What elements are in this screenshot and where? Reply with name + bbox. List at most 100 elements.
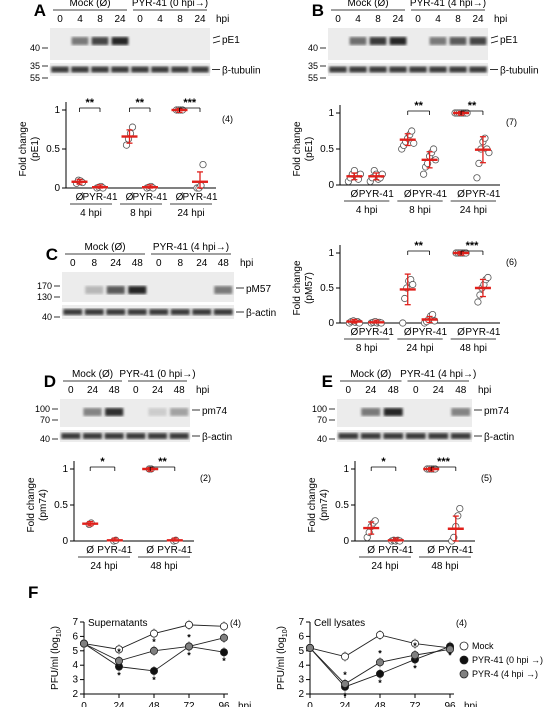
- lane-label: 48: [132, 258, 144, 269]
- loading-band: [429, 66, 447, 73]
- data-point: [410, 139, 418, 147]
- legend-label: PYR-4 (4 hpi →): [472, 669, 538, 679]
- mw-marker: 35: [30, 61, 40, 71]
- hpi-label: hpi: [196, 385, 209, 396]
- x-label-zero: Ø: [367, 545, 375, 556]
- x-axis-title: hpi: [464, 701, 477, 707]
- mw-marker: 70: [40, 415, 50, 425]
- loading-band: [349, 66, 367, 73]
- group-label: 8 hpi: [409, 205, 431, 216]
- y-title-line2: (pM57): [304, 272, 315, 304]
- sig-star: *: [117, 671, 121, 681]
- mw-marker: 35: [308, 61, 318, 71]
- x-label-pyr: PYR-41: [412, 327, 447, 338]
- loading-band: [338, 433, 359, 439]
- loading-band: [151, 66, 169, 73]
- series-point: [149, 629, 158, 638]
- hpi-label: hpi: [494, 14, 507, 25]
- mw-marker: 55: [30, 73, 40, 83]
- mw-marker: 55: [308, 73, 318, 83]
- x-label-pyr: PYR-41: [97, 545, 132, 556]
- mock-header: Mock (Ø): [72, 369, 113, 380]
- band: [106, 286, 125, 294]
- lane-label: 8: [177, 14, 183, 25]
- legend-marker: [459, 669, 469, 679]
- blot-panelA: A Mock (Ø) PYR-41 (0 hpi→)0 4 8 24 0 4 8 24 hpi403…: [30, 0, 261, 83]
- x-label-zero: Ø: [76, 192, 84, 203]
- y-tick-label: 0: [343, 536, 349, 547]
- y-tick-label: 0.5: [54, 500, 68, 511]
- panel-letter: E: [322, 372, 333, 391]
- y-tick-label: 0.5: [335, 500, 349, 511]
- lane-label: 48: [218, 258, 230, 269]
- loading-band: [469, 66, 487, 73]
- sig-star: *: [378, 678, 382, 688]
- loading-band: [383, 433, 404, 439]
- loading-band: [82, 433, 103, 439]
- loading-band: [63, 309, 83, 315]
- lane-label: 24: [196, 258, 208, 269]
- x-label-zero: Ø: [457, 189, 465, 200]
- lane-label: 24: [433, 385, 445, 396]
- loading-band: [450, 433, 471, 439]
- loading-membrane: [328, 63, 488, 76]
- x-tick-label: 48: [374, 701, 386, 707]
- x-label-pyr: PYR-41: [82, 192, 117, 203]
- x-label-pyr: PYR-41: [465, 189, 500, 200]
- lane-label: 0: [335, 14, 341, 25]
- sig-star: *: [413, 663, 417, 673]
- y-title-sub: 10: [56, 629, 63, 637]
- sig-star-gray: *: [152, 637, 156, 647]
- x-label-zero: Ø: [86, 545, 94, 556]
- arrow: [490, 35, 499, 39]
- x-label-zero: Ø: [351, 189, 359, 200]
- loading-band: [106, 309, 126, 315]
- y-tick-label: 1: [343, 464, 349, 475]
- panel-letter: C: [46, 245, 58, 264]
- y-title-sub: 10: [282, 629, 289, 637]
- loading-band: [191, 66, 209, 73]
- y-title-line1: Fold change: [292, 260, 303, 315]
- sig-label: ***: [183, 97, 197, 109]
- lane-label: 0: [415, 14, 421, 25]
- y-tick-label: 1: [54, 105, 60, 116]
- data-point: [371, 517, 379, 525]
- band: [349, 37, 367, 45]
- arrow: [212, 35, 221, 39]
- band-label: pE1: [500, 35, 518, 46]
- loading-band: [91, 66, 109, 73]
- mw-marker: 40: [317, 434, 327, 444]
- lane-label: 0: [70, 258, 76, 269]
- mw-marker: 40: [42, 312, 52, 322]
- band: [449, 37, 467, 45]
- lane-label: 24: [152, 385, 164, 396]
- data-point: [401, 294, 409, 303]
- chart-title: Supernatants: [88, 618, 148, 629]
- x-label-pyr: PYR-41: [438, 545, 473, 556]
- band: [148, 408, 167, 416]
- y-title-line1: Fold change: [292, 121, 303, 176]
- loading-band: [449, 66, 467, 73]
- loading-band: [111, 66, 129, 73]
- sig-star: *: [152, 675, 156, 685]
- y-tick-label: 0.5: [46, 144, 60, 155]
- y-tick-label: 2: [72, 689, 78, 700]
- lane-label: 24: [114, 14, 126, 25]
- lane-label: 48: [388, 385, 400, 396]
- group-label: 24 hpi: [90, 561, 117, 572]
- band: [389, 37, 407, 45]
- y-tick-label: 4: [72, 660, 78, 671]
- lane-label: 0: [156, 258, 162, 269]
- x-label-pyr: PYR-41: [378, 545, 413, 556]
- loading-band: [126, 433, 146, 439]
- series-point: [80, 639, 89, 648]
- x-axis-title: hpi: [238, 701, 251, 707]
- sig-star-gray: *: [413, 641, 417, 651]
- loading-band: [170, 309, 190, 315]
- y-title-line1: Fold change: [307, 477, 318, 532]
- loading-band: [369, 66, 387, 73]
- data-point: [408, 127, 416, 135]
- n-label: (5): [481, 473, 492, 483]
